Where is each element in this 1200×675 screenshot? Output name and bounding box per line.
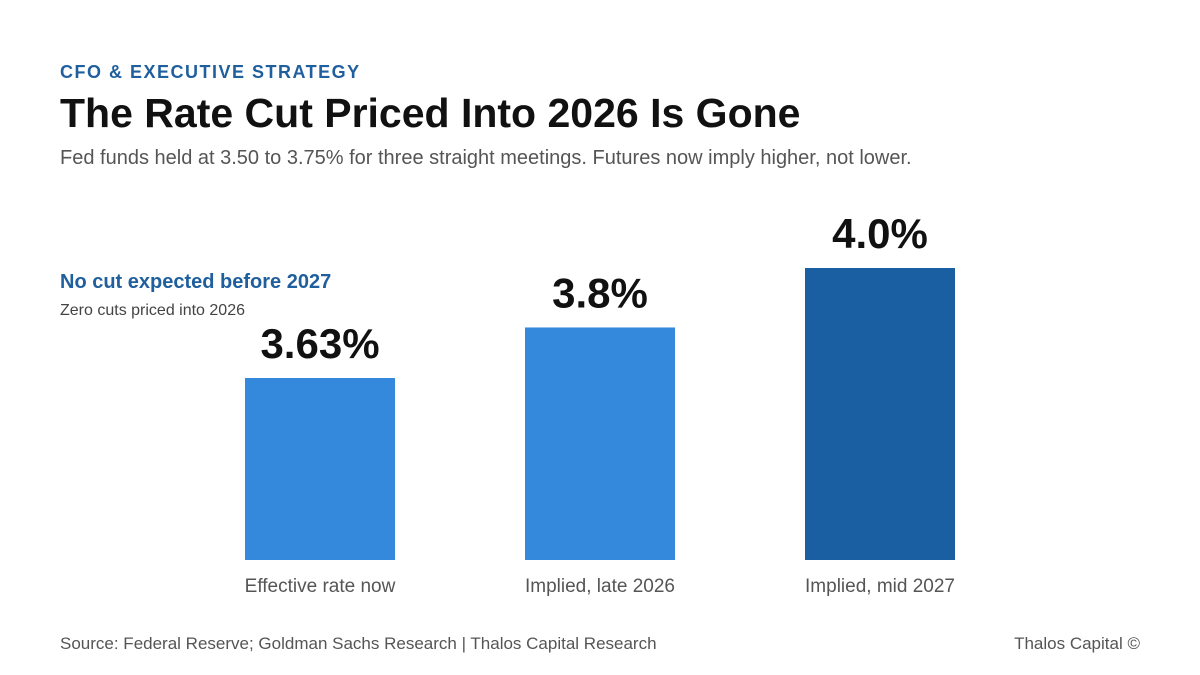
- annotation-subtitle: Zero cuts priced into 2026: [60, 302, 245, 319]
- bar-value-label-3: 4.0%: [832, 210, 928, 257]
- annotation-title: No cut expected before 2027: [60, 271, 332, 293]
- bar-3: [805, 268, 955, 560]
- category-label-1: Effective rate now: [245, 576, 396, 597]
- page-subtitle: Fed funds held at 3.50 to 3.75% for thre…: [60, 147, 912, 169]
- page-title: The Rate Cut Priced Into 2026 Is Gone: [60, 90, 801, 136]
- category-label-3: Implied, mid 2027: [805, 576, 955, 597]
- category-label-2: Implied, late 2026: [525, 576, 675, 597]
- bar-value-label-1: 3.63%: [260, 320, 379, 367]
- footer-source: Source: Federal Reserve; Goldman Sachs R…: [60, 634, 657, 653]
- bar-1: [245, 378, 395, 560]
- bar-2: [525, 327, 675, 560]
- footer-brand: Thalos Capital ©: [1014, 634, 1140, 653]
- header-kicker: CFO & EXECUTIVE STRATEGY: [60, 62, 361, 82]
- bar-value-label-2: 3.8%: [552, 269, 648, 316]
